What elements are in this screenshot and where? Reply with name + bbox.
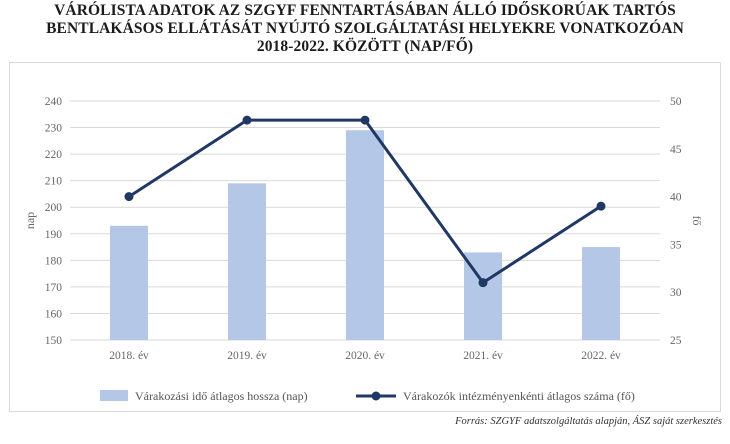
- bar: [110, 225, 148, 340]
- x-tick-label: 2021. év: [463, 350, 503, 362]
- y-left-tick-label: 220: [45, 149, 63, 161]
- y-right-tick-label: 30: [670, 287, 682, 299]
- legend-label-bar: Várakozási idő átlagos hossza (nap): [135, 389, 308, 403]
- y-right-tick-label: 40: [670, 192, 682, 204]
- title-line-1: VÁRÓLISTA ADATOK AZ SZGYF FENNTARTÁSÁBAN…: [54, 2, 676, 19]
- y-right-tick-label: 45: [670, 144, 682, 156]
- y-left-tick-label: 190: [45, 229, 63, 241]
- chart-title: VÁRÓLISTA ADATOK AZ SZGYF FENNTARTÁSÁBAN…: [0, 2, 730, 56]
- title-line-3: 2018-2022. KÖZÖTT (NAP/FŐ): [256, 38, 474, 55]
- y-left-tick-label: 150: [45, 335, 63, 347]
- x-tick-label: 2018. év: [109, 350, 149, 362]
- y-left-tick-label: 180: [45, 255, 63, 267]
- y-left-tick-label: 160: [45, 308, 63, 320]
- legend-label-line: Várakozók intézményenkénti átlagos száma…: [403, 389, 635, 403]
- bar: [582, 247, 620, 340]
- y-right-tick-label: 35: [670, 239, 682, 251]
- legend-swatch-bar: [100, 390, 128, 401]
- x-tick-label: 2022. év: [581, 350, 621, 362]
- y-left-tick-label: 230: [45, 123, 63, 135]
- bar: [228, 183, 266, 340]
- y-right-tick-label: 50: [670, 96, 682, 108]
- y-right-tick-label: 25: [670, 335, 682, 347]
- title-line-2: BENTLAKÁSOS ELLÁTÁSÁT NYÚJTÓ SZOLGÁLTATÁ…: [46, 20, 684, 37]
- line-point: [596, 201, 606, 211]
- line-point: [124, 192, 134, 202]
- source-note: Forrás: SZGYF adatszolgáltatás alapján, …: [455, 416, 722, 427]
- line-point: [360, 115, 370, 125]
- y-right-axis-title: fő: [690, 216, 704, 226]
- bar: [346, 130, 384, 340]
- chart-frame: [9, 62, 721, 412]
- y-left-tick-label: 210: [45, 176, 63, 188]
- y-left-axis-title: nap: [23, 212, 37, 229]
- y-left-tick-label: 170: [45, 282, 63, 294]
- legend-swatch-point: [371, 391, 381, 401]
- y-left-tick-label: 240: [45, 96, 63, 108]
- line-point: [478, 278, 488, 288]
- x-tick-label: 2019. év: [227, 350, 267, 362]
- x-tick-label: 2020. év: [345, 350, 385, 362]
- y-left-tick-label: 200: [45, 202, 63, 214]
- line-point: [242, 115, 252, 125]
